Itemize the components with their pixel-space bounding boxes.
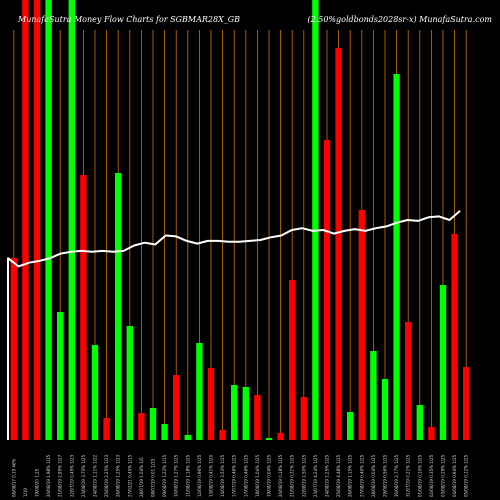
bar-down — [207, 368, 215, 440]
x-tick-label: 20/08/19 1.98% 1/25 — [46, 454, 51, 497]
x-tick-label: 03/08/19 0.29% 1/25 — [441, 454, 446, 497]
x-tick-label: 26/08/19 1.15% 1/25 — [348, 454, 353, 497]
x-tick-label: 04/08/19 0.94% 1/25 — [452, 454, 457, 497]
x-tick-label: 18/08/19 1.04% 1/25 — [255, 454, 260, 497]
x-tick-label: 25/08/19 4.48% 1/25 — [336, 454, 341, 497]
chart-title: MunafaSutra Money Flow Charts for SGBMAR… — [17, 15, 240, 24]
bar-down — [289, 280, 296, 440]
bar-down — [138, 413, 145, 440]
x-tick-label: 01/08/19 0.10% 1/25 — [417, 454, 422, 497]
bar-up — [161, 424, 168, 440]
x-tick-label: 17/08/19 0.46% 1/25 — [243, 454, 248, 497]
bar-down — [173, 375, 180, 440]
bar-up — [265, 438, 273, 440]
x-tick-label: 1/19 — [23, 488, 28, 497]
x-tick-label: 13/08/19 0.41% 1/20 — [209, 454, 214, 497]
x-tick-label: 12/08/19 0.96% 1/25 — [197, 454, 202, 497]
x-tick-label: 24/08/19 1.25% 1/25 — [325, 454, 330, 497]
bar-down — [335, 48, 342, 440]
bar-up — [439, 285, 447, 440]
x-tick-label: 22/08/19 2.50% 1/25 — [301, 454, 306, 497]
bar-down — [80, 175, 87, 440]
x-tick-label: 22/07/19 0.45% 1/23 — [69, 454, 74, 497]
bar-up — [68, 0, 75, 440]
x-tick-label: 10/08/19 1.27% 1/25 — [174, 454, 179, 497]
x-tick-label: 27/02/21 0.45% 1/15 — [127, 454, 132, 497]
x-tick-label: 19/08/20 1.25 — [35, 468, 40, 497]
x-tick-label: 27/08/19 0.40% 1/25 — [359, 454, 364, 497]
x-tick-label: 08/07/19 0.01 1/15 — [151, 458, 156, 497]
x-tick-label: 11/08/19 1.18% 1/25 — [185, 454, 190, 497]
bar-up — [347, 412, 354, 440]
bar-down — [463, 367, 470, 440]
x-tick-label: 24/08/19 1.11% 1/22 — [93, 454, 98, 497]
bar-up — [312, 0, 319, 440]
bar-up — [45, 0, 52, 440]
bar-up — [381, 379, 389, 440]
bar-up — [196, 343, 203, 440]
x-tick-label: 02/08/19 0.35% 1/25 — [429, 454, 434, 497]
bar-up — [126, 326, 133, 440]
bar-up — [393, 74, 400, 440]
x-tick-label: 28/08/19 0.04% 1/25 — [371, 454, 376, 497]
bar-up — [231, 385, 238, 440]
bar-down — [300, 397, 307, 440]
x-tick-label: 21/08/19 0.31% 1/25 — [290, 454, 295, 497]
bar-down — [103, 418, 110, 440]
x-tick-label: 14/08/19 3.53% 1/25 — [220, 454, 225, 497]
bar-down — [405, 322, 412, 440]
bar-down — [277, 433, 284, 440]
bar-down — [33, 0, 41, 440]
bar-up — [370, 351, 377, 440]
bar-up — [242, 387, 249, 440]
x-tick-label: 17/07/19 0.46% 1/25 — [232, 454, 237, 497]
x-tick-label: 19/08/19 0.04% 1/25 — [267, 454, 272, 497]
x-tick-label: 26/08/19 1.25% 1/23 — [116, 454, 121, 497]
bar-down — [451, 234, 458, 440]
bar-up — [57, 312, 64, 440]
x-tick-label: 20/08/19 0.18% 1/25 — [278, 454, 283, 497]
bar-down — [323, 140, 331, 440]
x-tick-label: 29/08/19 0.56% 1/25 — [383, 454, 388, 497]
price-line-group — [7, 210, 461, 440]
bars — [10, 0, 470, 440]
x-tick-label: 05/08/19 0.12% 1/25 — [464, 454, 469, 497]
x-tick-label: 23/08/19 3.70% 1/25 — [81, 454, 86, 497]
x-tick-label: 06/08/17 0.19 46% — [11, 458, 16, 497]
bar-down — [10, 258, 17, 440]
chart-subtitle: (2.50%goldbonds2028sr-x) MunafaSutra.com — [308, 15, 493, 24]
x-tick-label: 28/07/19 1.04% 1/5 — [139, 457, 144, 497]
bar-up — [91, 345, 99, 440]
bar-down — [358, 210, 365, 440]
bar-up — [115, 173, 122, 440]
x-tick-label: 09/08/19 1.22% 1/15 — [162, 454, 167, 497]
x-tick-label: 31/07/19 0.21% 1/25 — [406, 454, 411, 497]
x-tick-label: 21/08/19 2.95% 1/27 — [58, 454, 63, 497]
bar-up — [416, 405, 423, 440]
price-line — [7, 210, 461, 440]
bar-down — [219, 430, 226, 440]
x-tick-label: 23/07/19 4.24% 1/25 — [313, 454, 318, 497]
x-tick-label: 30/08/19 2.77% 1/25 — [394, 454, 399, 497]
bar-down — [428, 427, 435, 440]
bar-up — [184, 435, 191, 440]
bar-up — [149, 408, 157, 440]
x-tick-label: 25/08/19 2.25% 1/23 — [104, 454, 109, 497]
bar-down — [254, 395, 261, 440]
x-tick-labels: 06/08/17 0.19 46% 1/19 19/08/20 1.25 20/08/… — [11, 454, 468, 497]
bar-down — [22, 0, 29, 440]
